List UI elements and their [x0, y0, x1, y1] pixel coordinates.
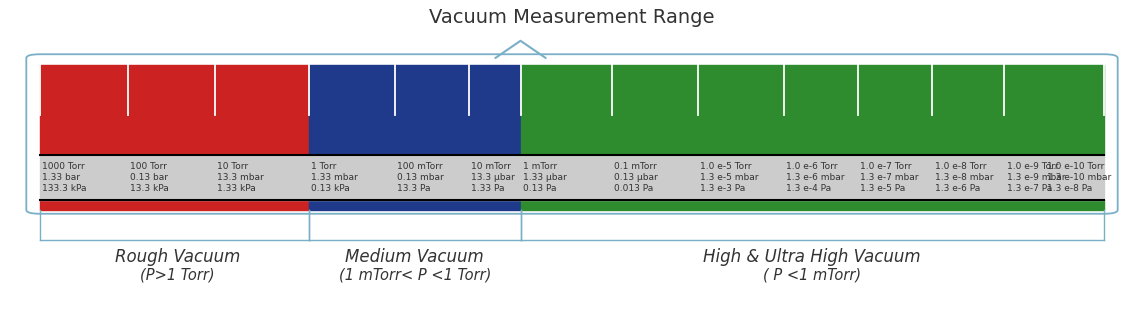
Text: Vacuum Measurement Range: Vacuum Measurement Range	[429, 8, 715, 27]
Text: 100 Torr
0.13 bar
13.3 kPa: 100 Torr 0.13 bar 13.3 kPa	[130, 162, 169, 193]
Text: 1.0 e-9 Torr
1.3 e-9 mbar
1.3 e-7 Pa: 1.0 e-9 Torr 1.3 e-9 mbar 1.3 e-7 Pa	[1007, 162, 1065, 193]
Text: 0.1 mTorr
0.13 μbar
0.013 Pa: 0.1 mTorr 0.13 μbar 0.013 Pa	[614, 162, 658, 193]
Text: 1.0 e-7 Torr
1.3 e-7 mbar
1.3 e-5 Pa: 1.0 e-7 Torr 1.3 e-7 mbar 1.3 e-5 Pa	[860, 162, 919, 193]
Text: 1.0 e-5 Torr
1.3 e-5 mbar
1.3 e-3 Pa: 1.0 e-5 Torr 1.3 e-5 mbar 1.3 e-3 Pa	[700, 162, 758, 193]
Bar	[40, 65, 309, 155]
Text: 1.0 e-10 Torr
1.3 e-10 mbar
1.3 e-8 Pa: 1.0 e-10 Torr 1.3 e-10 mbar 1.3 e-8 Pa	[1047, 162, 1111, 193]
Bar	[521, 200, 1104, 210]
Text: High & Ultra High Vacuum: High & Ultra High Vacuum	[704, 248, 921, 266]
Text: 1000 Torr
1.33 bar
133.3 kPa: 1000 Torr 1.33 bar 133.3 kPa	[42, 162, 87, 193]
Text: Medium Vacuum: Medium Vacuum	[345, 248, 484, 266]
Text: 10 mTorr
13.3 μbar
1.33 Pa: 10 mTorr 13.3 μbar 1.33 Pa	[471, 162, 515, 193]
Text: 1 Torr
1.33 mbar
0.13 kPa: 1 Torr 1.33 mbar 0.13 kPa	[311, 162, 358, 193]
Text: 100 mTorr
0.13 mbar
13.3 Pa: 100 mTorr 0.13 mbar 13.3 Pa	[397, 162, 444, 193]
Text: 10 Torr
13.3 mbar
1.33 kPa: 10 Torr 13.3 mbar 1.33 kPa	[217, 162, 264, 193]
Text: 1.0 e-6 Torr
1.3 e-6 mbar
1.3 e-4 Pa: 1.0 e-6 Torr 1.3 e-6 mbar 1.3 e-4 Pa	[786, 162, 844, 193]
Bar	[309, 65, 521, 155]
Bar	[309, 200, 521, 210]
Text: (1 mTorr< P <1 Torr): (1 mTorr< P <1 Torr)	[339, 268, 491, 283]
Bar	[40, 200, 309, 210]
Text: ( P <1 mTorr): ( P <1 mTorr)	[763, 268, 861, 283]
Text: 1.0 e-8 Torr
1.3 e-8 mbar
1.3 e-6 Pa: 1.0 e-8 Torr 1.3 e-8 mbar 1.3 e-6 Pa	[935, 162, 993, 193]
Bar	[40, 155, 1104, 200]
Text: Rough Vacuum: Rough Vacuum	[114, 248, 240, 266]
Bar	[521, 65, 1104, 155]
Text: 1 mTorr
1.33 μbar
0.13 Pa: 1 mTorr 1.33 μbar 0.13 Pa	[523, 162, 566, 193]
Text: (P>1 Torr): (P>1 Torr)	[140, 268, 215, 283]
